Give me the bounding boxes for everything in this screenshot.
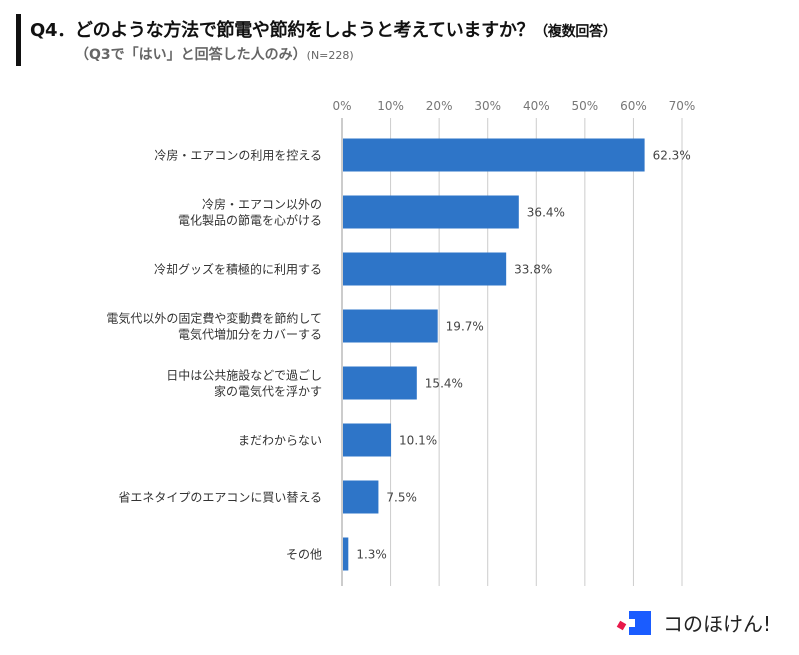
bar bbox=[343, 309, 438, 343]
logo-mark-red bbox=[616, 620, 627, 631]
category-label: 電化製品の節電を心がける bbox=[178, 213, 322, 228]
x-tick-label: 20% bbox=[426, 99, 453, 113]
data-label: 62.3% bbox=[653, 149, 691, 163]
subtitle-text: （Q3で「はい」と回答した人のみ） bbox=[75, 47, 307, 63]
category-label: 日中は公共施設などで過ごし bbox=[166, 368, 322, 383]
page-title: Q4．どのような方法で節電や節約をしようと考えていますか？（複数回答） bbox=[30, 16, 617, 42]
bar bbox=[343, 252, 507, 286]
title-accent-bar bbox=[16, 14, 21, 66]
title-text: Q4．どのような方法で節電や節約をしようと考えていますか？ bbox=[30, 20, 535, 41]
bar bbox=[343, 366, 417, 400]
category-label: 冷却グッズを積極的に利用する bbox=[154, 262, 322, 277]
title-note: （複数回答） bbox=[534, 24, 617, 40]
sample-size: (N=228) bbox=[306, 49, 354, 62]
logo-mark-blue bbox=[629, 610, 651, 635]
bar bbox=[343, 537, 349, 571]
bar bbox=[343, 195, 519, 229]
category-label: 省エネタイプのエアコンに買い替える bbox=[118, 491, 322, 505]
data-label: 36.4% bbox=[527, 206, 565, 220]
data-label: 33.8% bbox=[514, 263, 552, 277]
x-tick-label: 70% bbox=[669, 99, 696, 113]
x-tick-label: 0% bbox=[332, 99, 351, 113]
x-tick-label: 50% bbox=[572, 99, 599, 113]
x-tick-label: 10% bbox=[377, 99, 404, 113]
bar bbox=[343, 423, 392, 457]
category-label: まだわからない bbox=[238, 434, 322, 448]
x-tick-label: 40% bbox=[523, 99, 550, 113]
x-tick-label: 30% bbox=[474, 99, 501, 113]
data-label: 19.7% bbox=[446, 320, 484, 334]
category-label: 冷房・エアコンの利用を控える bbox=[154, 148, 322, 163]
data-label: 1.3% bbox=[356, 548, 387, 562]
logo: コのほけん! bbox=[616, 608, 772, 637]
category-label: 家の電気代を浮かす bbox=[214, 384, 322, 399]
category-label: 電気代以外の固定費や変動費を節約して bbox=[106, 311, 322, 326]
x-tick-label: 60% bbox=[620, 99, 647, 113]
bar bbox=[343, 138, 645, 172]
category-label: 冷房・エアコン以外の bbox=[202, 197, 322, 212]
data-label: 10.1% bbox=[399, 434, 437, 448]
logo-text: コのほけん! bbox=[663, 612, 772, 636]
bar bbox=[343, 480, 379, 514]
category-label: 電気代増加分をカバーする bbox=[178, 327, 322, 342]
data-label: 7.5% bbox=[386, 491, 417, 505]
category-label: その他 bbox=[286, 548, 322, 562]
subtitle: （Q3で「はい」と回答した人のみ）(N=228) bbox=[75, 44, 354, 64]
data-label: 15.4% bbox=[425, 377, 463, 391]
